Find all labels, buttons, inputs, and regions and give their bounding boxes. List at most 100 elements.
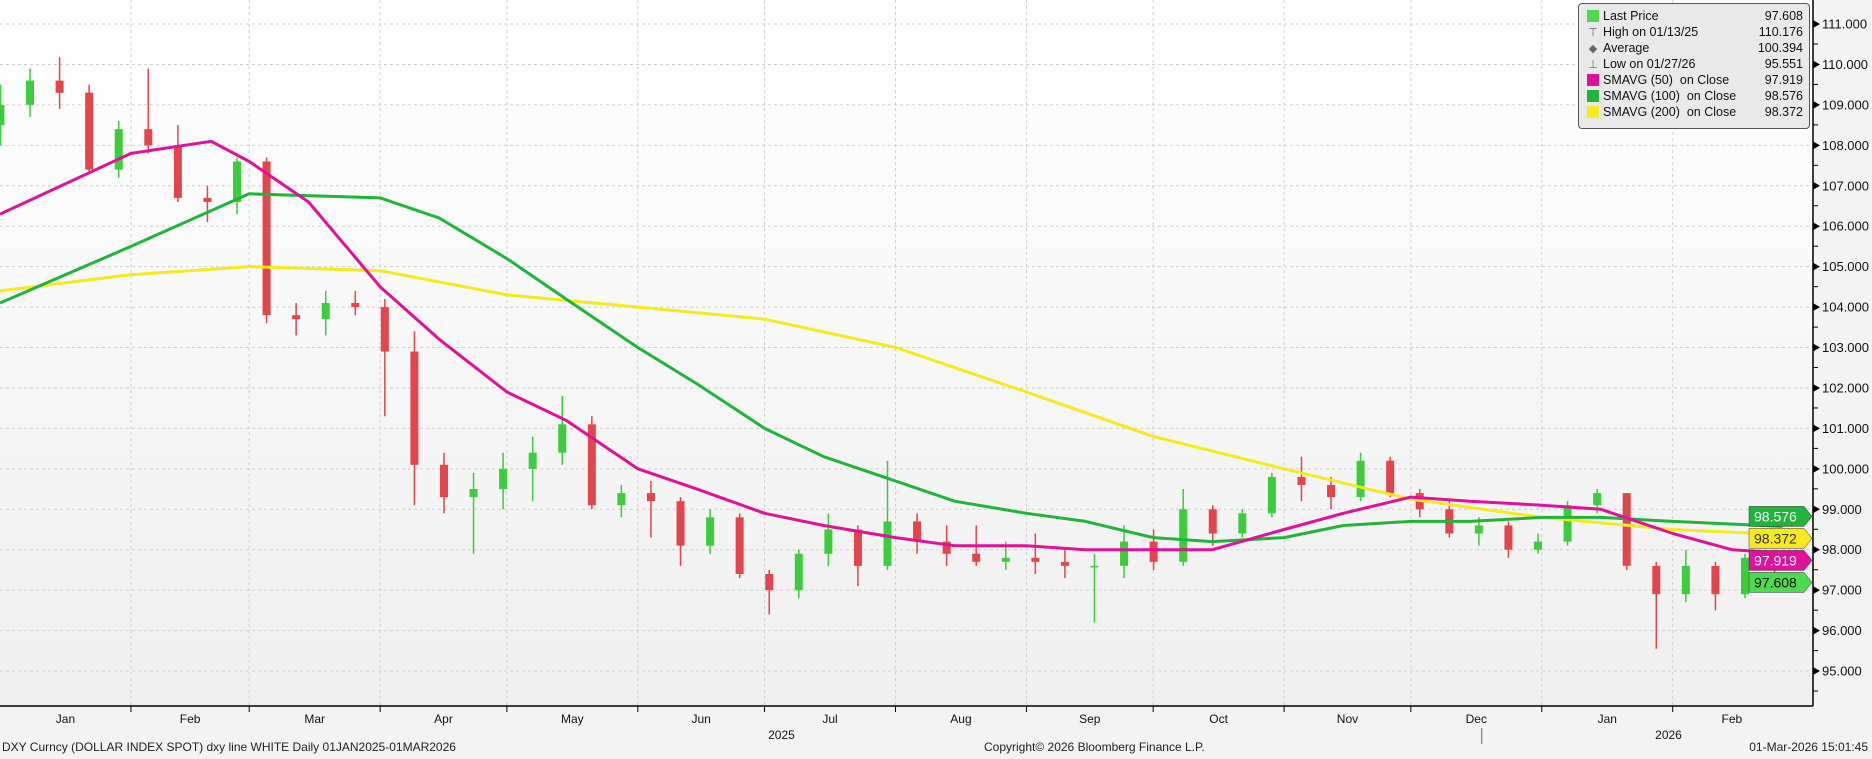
y-tick-label: 99.000: [1822, 502, 1862, 517]
sma100-line: [0, 192, 1783, 544]
x-month-label: Feb: [180, 712, 201, 726]
legend-item-low: ⊥ Low on 01/27/26 95.551: [1588, 57, 1803, 71]
candle-body: [1327, 485, 1336, 498]
candle: [676, 497, 685, 566]
y-tick-arrow: [1813, 181, 1820, 190]
candle: [321, 290, 330, 336]
candle: [55, 57, 64, 109]
y-tick-arrow: [1813, 60, 1820, 69]
candle: [469, 472, 478, 554]
candle: [558, 396, 567, 465]
candle: [26, 68, 35, 118]
candle-body: [706, 517, 715, 546]
y-tick-label: 110.000: [1822, 57, 1868, 72]
candle-body: [676, 501, 685, 546]
candle: [1681, 549, 1690, 603]
y-tick-label: 105.000: [1822, 259, 1869, 274]
candle: [1267, 472, 1276, 518]
candle: [1238, 509, 1247, 538]
y-tick-arrow: [1813, 262, 1820, 271]
y-tick-arrow: [1813, 626, 1820, 635]
candle-body: [292, 315, 301, 320]
y-tick-arrow: [1813, 100, 1820, 109]
candle-body: [232, 161, 241, 202]
y-tick-arrow: [1813, 586, 1820, 595]
candle: [706, 509, 715, 554]
y-tick-label: 102.000: [1822, 380, 1869, 395]
legend-item-average: ◆ Average 100.394: [1588, 41, 1803, 55]
candle-body: [824, 529, 833, 554]
x-month-label: Sep: [1079, 712, 1101, 726]
candle: [824, 513, 833, 566]
candle: [1060, 549, 1069, 579]
legend: Last Price 97.608 ⊤ High on 01/13/25 110.17…: [1578, 3, 1810, 129]
candle-body: [972, 553, 981, 562]
low-marker-icon: ⊥: [1588, 58, 1598, 71]
chart-description: DXY Curncy (DOLLAR INDEX SPOT) dxy line …: [2, 740, 456, 754]
candle-body: [439, 464, 448, 498]
candle: [0, 84, 5, 146]
value-tag-label: 97.919: [1754, 552, 1797, 568]
candle-body: [617, 493, 626, 506]
candle-body: [942, 541, 951, 554]
candle: [1297, 456, 1306, 502]
x-month-label: May: [561, 712, 584, 726]
candle-body: [883, 521, 892, 566]
legend-item-sma200: SMAVG (200) on Close 98.372: [1587, 104, 1803, 120]
candle: [853, 525, 862, 587]
candle-body: [913, 521, 922, 542]
value-tag-label: 98.576: [1754, 508, 1797, 524]
y-tick-arrow: [1813, 667, 1820, 676]
value-tag: [1748, 506, 1813, 527]
candle-body: [1238, 513, 1247, 534]
candle: [1711, 561, 1720, 611]
candle: [410, 331, 419, 506]
candle: [499, 452, 508, 510]
x-month-label: Jun: [692, 712, 711, 726]
y-tick-arrow: [1813, 545, 1820, 554]
x-month-label: Apr: [434, 712, 453, 726]
candle-body: [1504, 525, 1513, 550]
candle: [1652, 561, 1661, 649]
candle: [1504, 521, 1513, 558]
x-month-label: Nov: [1337, 712, 1358, 726]
candle-body: [1208, 509, 1217, 534]
y-tick-label: 103.000: [1822, 340, 1869, 355]
y-tick-label: 95.000: [1822, 664, 1862, 679]
candle-body: [1622, 493, 1631, 566]
candle-body: [1740, 557, 1749, 595]
y-tick-arrow: [1813, 222, 1820, 231]
candle-body: [0, 104, 5, 126]
candle: [617, 485, 626, 518]
candle-body: [85, 92, 94, 170]
y-tick-label: 107.000: [1822, 178, 1869, 193]
y-tick-label: 111.000: [1822, 17, 1867, 32]
y-tick-arrow: [1813, 505, 1820, 514]
candle: [114, 121, 123, 178]
x-month-label: Aug: [950, 712, 971, 726]
candle: [351, 290, 360, 316]
candle: [1534, 533, 1543, 554]
candle-body: [469, 489, 478, 498]
candle: [85, 84, 94, 174]
candle-body: [144, 129, 153, 146]
candle: [1563, 501, 1572, 546]
y-tick-label: 98.000: [1822, 542, 1862, 557]
candle-body: [1031, 557, 1040, 562]
candle-body: [351, 303, 360, 308]
x-month-label: Oct: [1209, 712, 1228, 726]
candle-body: [558, 424, 567, 453]
candle-body: [1356, 460, 1365, 498]
candle-body: [853, 529, 862, 566]
candle: [528, 436, 537, 502]
candle: [380, 298, 389, 417]
y-tick-label: 100.000: [1822, 461, 1869, 476]
candle: [232, 157, 241, 215]
high-marker-icon: ⊤: [1588, 26, 1598, 39]
x-year-label: 2025: [768, 728, 795, 742]
candle-body: [1179, 509, 1188, 562]
candle: [203, 185, 212, 223]
candle-body: [1060, 561, 1069, 566]
legend-item-high: ⊤ High on 01/13/25 110.176: [1588, 25, 1803, 39]
candle: [735, 513, 744, 579]
